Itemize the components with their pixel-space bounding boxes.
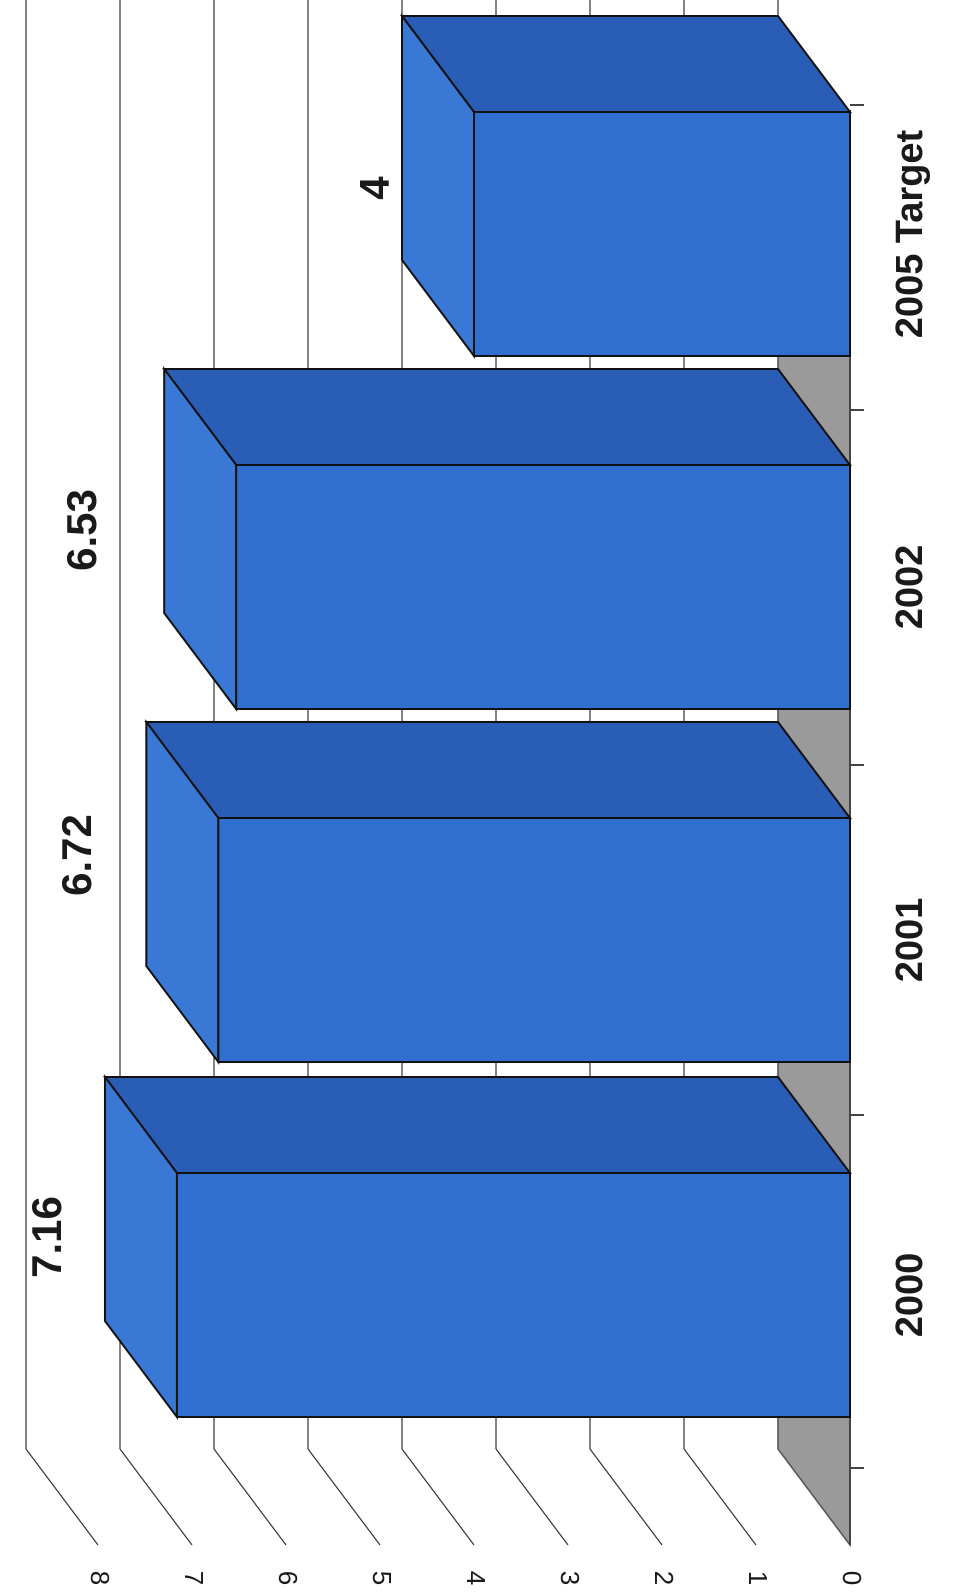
- bar-side-face: [102, 1076, 852, 1174]
- category-label: 2002: [889, 545, 931, 630]
- gridline-diagonal: [25, 1448, 99, 1546]
- bar-2005-target: [400, 13, 852, 359]
- y-tick-label: 3: [555, 1571, 585, 1585]
- bar-side-face: [400, 15, 852, 113]
- y-tick-label: 1: [743, 1571, 773, 1585]
- y-tick-label: 4: [461, 1571, 491, 1585]
- bar-front-face: [175, 1172, 851, 1418]
- bars: [102, 13, 852, 1420]
- gridline-diagonal: [307, 1448, 381, 1546]
- y-tick-label: 6: [273, 1571, 303, 1585]
- gridline-diagonal: [495, 1448, 569, 1546]
- category-label: 2000: [889, 1253, 931, 1338]
- bar-2001: [144, 719, 852, 1065]
- bar-side-face: [144, 721, 852, 819]
- data-label: 4: [351, 176, 398, 200]
- category-label: 2001: [889, 898, 931, 983]
- bar-front-face: [217, 817, 851, 1063]
- y-tick-label: 8: [85, 1571, 115, 1585]
- gridline-diagonal: [683, 1448, 757, 1546]
- bar-front-face: [473, 111, 851, 357]
- data-labels: 7.16 6.72 6.53 4: [23, 176, 398, 1278]
- y-tick-label: 7: [179, 1571, 209, 1585]
- category-label: 2005 Target: [889, 129, 931, 338]
- gridline-diagonal: [213, 1448, 287, 1546]
- y-tick-label: 2: [649, 1571, 679, 1585]
- y-tick-label: 0: [837, 1571, 867, 1585]
- data-label: 6.72: [53, 814, 100, 896]
- gridline-diagonal: [589, 1448, 663, 1546]
- gridline-diagonal: [119, 1448, 193, 1546]
- category-labels: 2000 2001 2002 2005 Target: [889, 129, 931, 1337]
- bar-side-face: [162, 368, 852, 466]
- gridline-diagonal: [401, 1448, 475, 1546]
- y-axis-ticks: 0 1 2 3 4 5 6 7 8: [85, 1571, 867, 1585]
- bar-2000: [102, 1074, 852, 1420]
- data-label: 6.53: [58, 489, 105, 571]
- data-label: 7.16: [23, 1196, 70, 1278]
- y-tick-label: 5: [367, 1571, 397, 1585]
- bar-2002: [162, 366, 852, 712]
- bar-front-face: [235, 464, 851, 710]
